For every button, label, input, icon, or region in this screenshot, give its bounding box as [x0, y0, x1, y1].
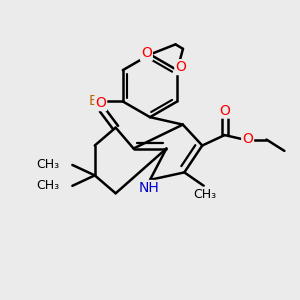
Text: NH: NH	[138, 181, 159, 195]
Text: CH₃: CH₃	[194, 188, 217, 201]
Text: O: O	[95, 96, 106, 110]
Text: O: O	[175, 60, 186, 74]
Text: O: O	[242, 132, 253, 146]
Text: Br: Br	[88, 94, 104, 109]
Text: CH₃: CH₃	[36, 179, 59, 192]
Text: CH₃: CH₃	[36, 158, 59, 171]
Text: O: O	[141, 46, 152, 60]
Text: O: O	[219, 103, 230, 118]
